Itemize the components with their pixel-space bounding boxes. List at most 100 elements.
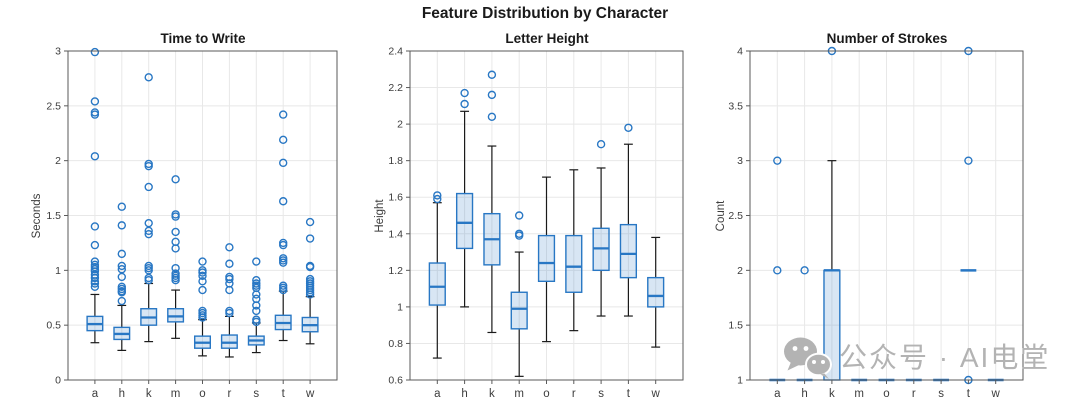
outlier-point [773,266,782,275]
outlier-point [773,156,782,165]
x-tick-label: t [282,388,286,400]
outlier-point [171,263,180,273]
x-tick-label: h [801,388,807,400]
y-tick-label: 3 [55,46,61,58]
y-tick-label: 1.4 [388,228,403,240]
outlier-point [144,218,153,228]
x-tick-label: t [627,388,631,400]
y-tick-label: 2 [55,155,61,167]
outlier-point [117,296,127,306]
iqr-box [455,192,474,250]
outlier-point [198,306,207,316]
y-tick-label: 1.5 [728,320,743,332]
outlier-point [144,182,153,192]
box-w [301,217,319,345]
outlier-point [117,249,127,259]
outlier-point [487,90,497,100]
box-h [113,202,131,351]
box-h [455,88,474,308]
outlier-point [252,276,261,285]
x-tick-label: m [854,388,864,400]
outlier-point [225,243,234,252]
outlier-point [198,285,207,295]
outlier-point [198,257,207,266]
x-tick-label: s [938,388,944,400]
x-tick-label: r [572,388,576,400]
outlier-point [225,259,234,268]
outlier-point [252,257,261,266]
box-a [428,191,446,359]
outlier-point [305,274,315,284]
outlier-point [225,306,234,316]
outlier-point [279,158,288,168]
x-tick-label: a [434,388,441,400]
x-tick-label: m [514,388,524,400]
iqr-box [428,262,446,306]
subplot3-title: Number of Strokes [826,31,948,46]
outlier-point [624,123,633,132]
outlier-point [460,88,469,98]
outlier-point [305,234,315,243]
outlier-point [279,254,288,263]
x-tick-label: o [883,388,889,400]
outlier-point [90,282,100,291]
box-k [483,70,501,334]
outlier-point [90,257,100,266]
y-tick-label: 0.5 [46,320,61,332]
y-tick-label: 1 [737,375,743,387]
box-r [220,243,238,358]
y-tick-label: 0.8 [388,338,403,350]
box-w [647,236,665,348]
box-s [247,257,265,354]
x-tick-label: k [489,388,495,400]
outlier-point [171,210,180,219]
box-o [193,257,212,357]
subplot-1: 0 0.5 1 1.5 2 2.5 3 a h k m o r s t w [46,46,338,400]
y-tick-label: 1 [397,301,403,313]
box-m [167,175,185,339]
outlier-point [144,73,153,82]
outlier-point [117,265,127,274]
x-tick-label: h [119,388,125,400]
x-tick-label: s [253,388,259,400]
y-tick-label: 1.8 [388,155,403,167]
outlier-point [515,229,524,238]
outlier-point [252,294,261,304]
x-tick-label: o [543,388,549,400]
outlier-point [198,277,207,286]
outlier-point [171,175,180,184]
x-tick-label: k [829,388,835,400]
outlier-point [305,261,315,271]
box-t [274,110,292,342]
x-tick-label: t [967,388,971,400]
subplot1-title: Time to Write [160,31,246,46]
x-tick-label: a [92,388,99,400]
y-tick-label: 1.5 [46,210,61,222]
outlier-point [144,229,153,239]
x-tick-label: k [146,388,152,400]
outlier-point [90,108,100,117]
x-tick-label: h [461,388,467,400]
outlier-point [117,221,127,230]
outlier-point [252,306,261,316]
iqr-box [510,291,528,330]
y-tick-label: 2 [397,119,403,131]
y-tick-label: 2.2 [388,82,403,94]
outlier-point [225,272,234,282]
outlier-point [90,260,100,270]
outlier-point [198,266,207,275]
x-tick-label: m [171,388,181,400]
outlier-point [252,315,261,324]
box-s [592,140,610,317]
y-tick-label: 1 [55,265,61,277]
outlier-point [800,266,809,275]
outlier-point [964,156,973,165]
x-tick-label: r [227,388,231,400]
iqr-box [565,234,583,293]
outlier-point [90,240,100,250]
iqr-box [823,269,841,381]
y-tick-label: 4 [737,46,743,58]
outlier-point [144,159,153,169]
